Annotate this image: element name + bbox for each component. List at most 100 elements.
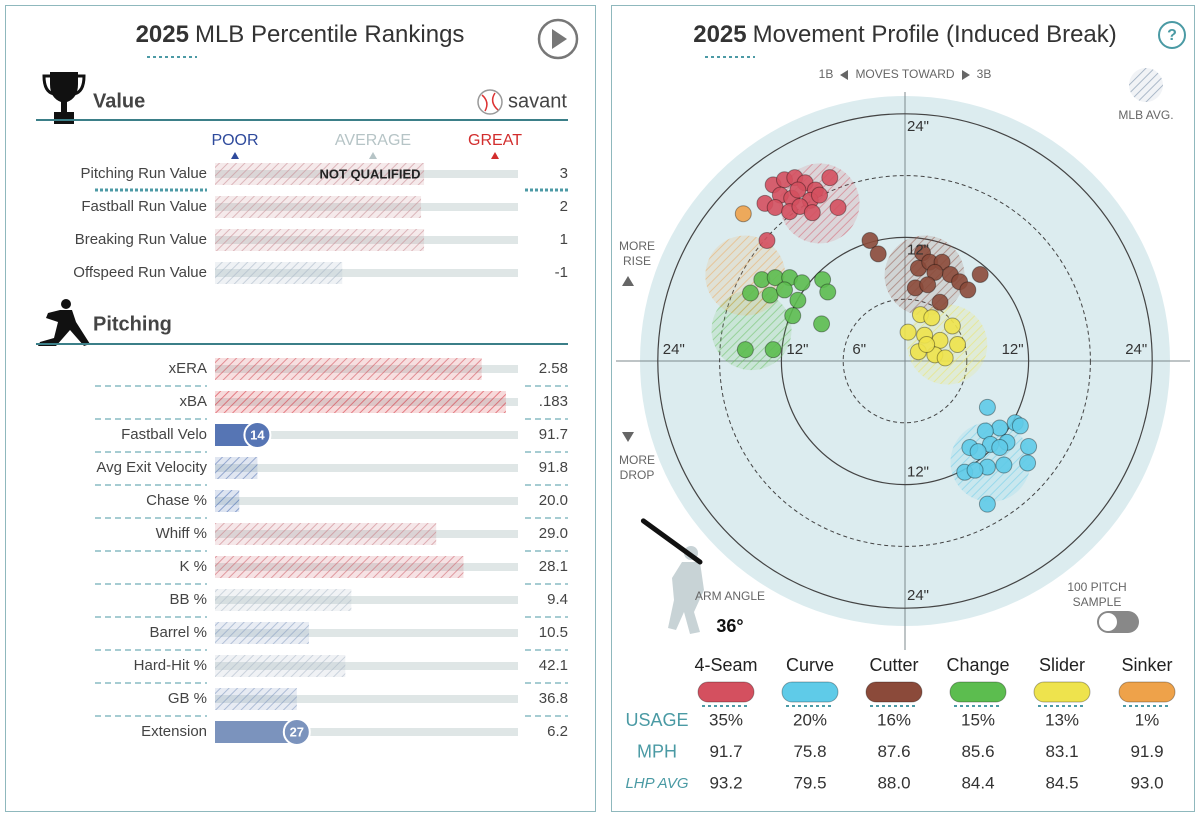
pitch-mph: 87.6 [877, 742, 910, 761]
scale-marker [231, 152, 239, 159]
direction-label: MOVES TOWARD [855, 67, 954, 81]
pitcher-icon [38, 299, 90, 346]
drop-label: MORE DROP [619, 453, 655, 482]
pitch-name: Cutter [869, 655, 918, 675]
section-heading: Value [93, 90, 145, 112]
bar-track [215, 728, 518, 736]
row-label: Whiff % [156, 525, 207, 542]
stat-value: 20.0 [539, 492, 568, 509]
bar-track [215, 464, 518, 472]
direction-label: 1B [819, 67, 834, 81]
row-label: Extension [141, 723, 207, 740]
pitch-point [789, 181, 807, 199]
pitch-mph: 91.9 [1130, 742, 1163, 761]
pitch-lhp_avg: 84.5 [1045, 773, 1078, 792]
bar-track [215, 269, 518, 277]
title-text: Movement Profile (Induced Break) [753, 21, 1117, 48]
savant-logo [477, 89, 503, 115]
pitch-point [1011, 417, 1029, 435]
pitch-point [784, 307, 802, 325]
pitch-point [793, 274, 811, 292]
percentile-bar [215, 262, 343, 284]
pitch-point [813, 315, 831, 333]
ring-label: 12" [786, 341, 808, 358]
pitch-mph: 75.8 [793, 742, 826, 761]
pitch-usage: 35% [709, 710, 743, 729]
bar-track [215, 431, 518, 439]
arrow-down [622, 432, 634, 442]
title-year: 2025 [693, 21, 746, 48]
pitch-point [761, 286, 779, 304]
row-label: USAGE [625, 710, 688, 730]
pitch-usage: 15% [961, 710, 995, 729]
bar-track [215, 695, 518, 703]
stat-value: 10.5 [539, 624, 568, 641]
pitch-point [734, 205, 752, 223]
stat-value: 2.58 [539, 360, 568, 377]
help-button[interactable]: ? [1158, 21, 1186, 49]
bar-track [215, 497, 518, 505]
ring-label: 24" [907, 118, 929, 135]
pitch-point [829, 199, 847, 217]
row-label: Fastball Velo [121, 426, 207, 443]
pitch-name: Sinker [1121, 655, 1172, 675]
stat-value: 3 [560, 165, 568, 182]
panel-title: 2025 Movement Profile (Induced Break) [693, 21, 1117, 48]
section-heading: Pitching [93, 313, 172, 335]
row-label: LHP AVG [625, 775, 688, 792]
sample-toggle[interactable] [1097, 611, 1139, 633]
percentile-bar [215, 688, 297, 710]
pitch-swatch [949, 681, 1007, 703]
pitch-point [919, 276, 937, 294]
ring [719, 175, 1091, 547]
help-text[interactable]: ? [1167, 27, 1177, 44]
pitch-point [995, 456, 1013, 474]
panel-title: 2025 MLB Percentile Rankings [136, 21, 465, 48]
pitch-lhp_avg: 88.0 [877, 773, 910, 792]
stat-value: 91.7 [539, 426, 568, 443]
percentile-bar [215, 457, 258, 479]
stat-value: 6.2 [547, 723, 568, 740]
scale-great: GREAT [468, 132, 522, 149]
play-button[interactable] [537, 18, 579, 60]
percentile-bar [215, 490, 240, 512]
ring-label: 12" [1002, 341, 1024, 358]
pitch-lhp_avg: 93.2 [709, 773, 742, 792]
pitch-point [789, 291, 807, 309]
pitch-point [764, 341, 782, 359]
pitch-point [899, 323, 917, 341]
title-year: 2025 [136, 21, 189, 48]
scale-marker [491, 152, 499, 159]
pitch-point [758, 231, 776, 249]
pitch-point [742, 284, 759, 302]
panel-border [5, 5, 596, 812]
pitch-usage: 20% [793, 710, 827, 729]
pitch-usage: 1% [1135, 710, 1160, 729]
row-label: Hard-Hit % [134, 657, 207, 674]
title-text: MLB Percentile Rankings [195, 21, 464, 48]
pitch-swatch [697, 681, 755, 703]
stat-value: 1 [560, 231, 568, 248]
brand: savant [508, 90, 567, 112]
stat-value: 36.8 [539, 690, 568, 707]
pitch-swatch [1033, 681, 1091, 703]
percentile-bar [215, 721, 297, 743]
pitch-point [978, 495, 996, 513]
pitch-point [821, 169, 839, 187]
ring-label: 6" [852, 341, 866, 358]
arrow-right [962, 70, 970, 80]
pitch-point [775, 281, 793, 299]
pitch-point [923, 309, 941, 327]
pitch-point [736, 341, 754, 359]
percentile-bar [215, 622, 309, 644]
pitch-name: Change [946, 655, 1009, 675]
legend-swatch [1129, 68, 1163, 102]
pitch-point [918, 336, 936, 354]
arm-angle-heading: ARM ANGLE [695, 589, 765, 603]
pitch-name: Slider [1039, 655, 1085, 675]
pitch-lhp_avg: 79.5 [793, 773, 826, 792]
pitch-point [959, 281, 977, 299]
ring-label: 24" [663, 341, 685, 358]
